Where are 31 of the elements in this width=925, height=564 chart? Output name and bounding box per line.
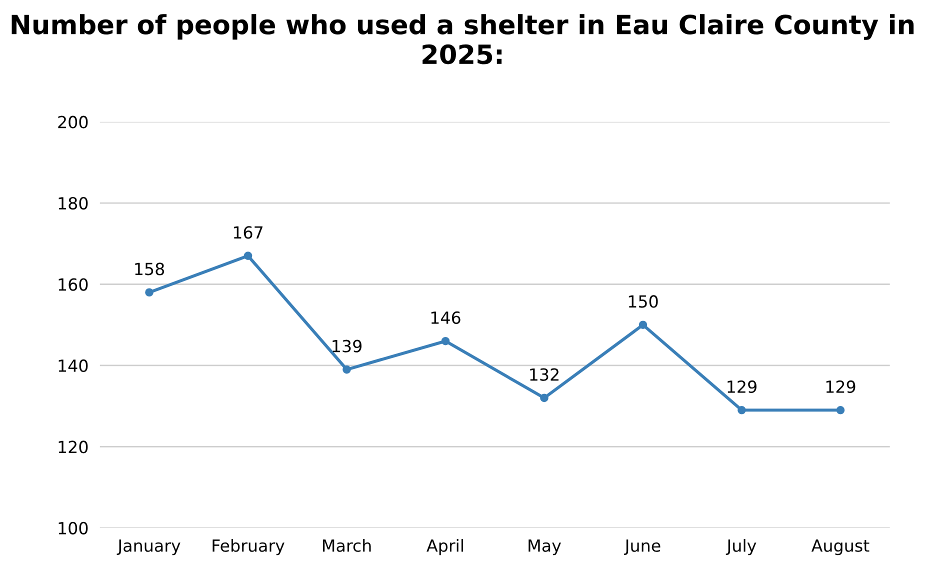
- x-tick-label: May: [528, 540, 561, 556]
- x-tick-label: April: [426, 539, 463, 556]
- data-label: 129: [826, 380, 856, 394]
- data-label: 146: [431, 311, 460, 324]
- point: [836, 406, 845, 414]
- point: [638, 320, 648, 330]
- point: [244, 252, 252, 260]
- point: [441, 336, 450, 346]
- y-tick-label: 100: [58, 522, 88, 534]
- point: [145, 288, 154, 297]
- x-tick-label: July: [726, 539, 756, 556]
- point: [738, 406, 746, 414]
- point: [540, 394, 548, 402]
- point: [342, 365, 351, 374]
- x-tick-label: June: [624, 540, 660, 556]
- y-tick-label: 180: [58, 197, 88, 210]
- data-label: 167: [234, 226, 262, 239]
- x-tick-label: August: [811, 540, 870, 556]
- data-label: 158: [135, 262, 164, 276]
- data-label: 139: [332, 340, 362, 352]
- y-tick-label: 120: [58, 440, 88, 454]
- data-label: 150: [628, 295, 658, 308]
- data-label: 132: [530, 368, 558, 381]
- y-tick-label: 200: [58, 116, 88, 128]
- x-tick-label: March: [322, 539, 371, 552]
- chart-title: Number of people who used a shelter in Eau Claire County in 2025:: [12, 14, 914, 64]
- y-tick-label: 140: [58, 359, 88, 372]
- x-tick-label: January: [116, 540, 180, 556]
- x-tick-label: February: [212, 539, 284, 556]
- y-tick-label: 160: [58, 278, 88, 291]
- data-label: 129: [728, 380, 756, 394]
